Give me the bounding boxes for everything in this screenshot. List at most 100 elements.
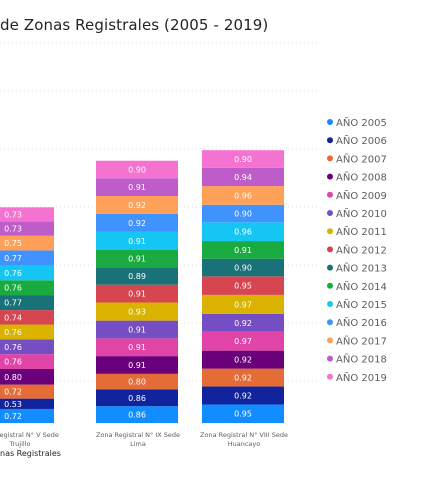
legend-marker: [327, 137, 333, 144]
bar-segment[interactable]: [202, 276, 284, 295]
bar-segment[interactable]: [202, 150, 284, 168]
data-label: 0.90: [128, 166, 146, 175]
data-label: 0.86: [128, 411, 146, 420]
bar-segment[interactable]: [0, 339, 54, 355]
bar-segment[interactable]: [96, 389, 178, 407]
bar-segment[interactable]: [202, 241, 284, 259]
bar-segment[interactable]: [0, 295, 54, 311]
legend-item[interactable]: AÑO 2006: [336, 134, 387, 147]
data-label: 0.74: [4, 313, 22, 322]
legend-item[interactable]: AÑO 2015: [336, 298, 387, 311]
data-label: 0.72: [4, 388, 22, 397]
legend-item[interactable]: AÑO 2008: [336, 171, 387, 184]
bar-segment[interactable]: [0, 324, 54, 340]
bar-segment[interactable]: [202, 167, 284, 187]
category-label: ona Registral N° V Sede: [0, 431, 59, 439]
x-axis-title: nas Registrales: [0, 449, 61, 458]
legend-item[interactable]: AÑO 2014: [336, 280, 387, 293]
legend-item[interactable]: AÑO 2013: [336, 262, 387, 275]
data-label: 0.73: [4, 225, 22, 234]
data-label: 0.76: [4, 328, 22, 337]
legend-marker: [327, 355, 333, 362]
bar-segment[interactable]: [0, 408, 54, 423]
bar-segment[interactable]: [202, 404, 284, 423]
bar-segment[interactable]: [202, 386, 284, 405]
bar-segment[interactable]: [0, 310, 54, 325]
legend-marker: [327, 210, 333, 216]
legend-marker: [327, 264, 333, 271]
legend-marker: [327, 155, 333, 162]
bar-segment[interactable]: [202, 222, 284, 242]
legend-item[interactable]: AÑO 2007: [336, 152, 387, 165]
bar-segment[interactable]: [96, 284, 178, 303]
bar-segment[interactable]: [96, 406, 178, 423]
data-label: 0.92: [234, 392, 252, 401]
data-label: 0.91: [128, 343, 146, 352]
data-label: 0.76: [4, 343, 22, 352]
legend-item[interactable]: AÑO 2005: [336, 116, 387, 129]
bar-segment[interactable]: [202, 313, 284, 332]
bar-segment[interactable]: [202, 368, 284, 387]
bar-segment[interactable]: [96, 178, 178, 197]
data-label: 0.72: [4, 412, 22, 421]
bar-segment[interactable]: [96, 320, 178, 339]
bar-segment[interactable]: [96, 213, 178, 232]
bar-segment[interactable]: [96, 249, 178, 268]
data-label: 0.80: [128, 378, 146, 387]
data-label: 0.86: [128, 394, 146, 403]
data-label: 0.91: [128, 325, 146, 334]
bar-segment[interactable]: [0, 368, 54, 385]
legend-item[interactable]: AÑO 2018: [336, 353, 387, 366]
bar-segment[interactable]: [0, 265, 54, 281]
data-label: 0.91: [128, 361, 146, 370]
bar-segment[interactable]: [202, 350, 284, 369]
data-label: 0.76: [4, 284, 22, 293]
legend-marker: [327, 373, 333, 380]
legend-item[interactable]: AÑO 2016: [336, 316, 387, 329]
bar-segment[interactable]: [0, 354, 54, 369]
bar-segment[interactable]: [202, 294, 284, 314]
legend-item[interactable]: AÑO 2019: [336, 371, 387, 384]
category-label: Huancayo: [228, 440, 261, 448]
data-label: 0.89: [128, 272, 146, 281]
category-label: Zona Registral N° VIII Sede: [200, 431, 288, 439]
bar-segment[interactable]: [96, 302, 178, 321]
legend-item[interactable]: AÑO 2009: [336, 189, 387, 202]
data-label: 0.97: [234, 300, 252, 309]
bar-segment[interactable]: [0, 250, 54, 266]
bar-segment[interactable]: [0, 235, 54, 251]
legend-marker: [327, 282, 333, 289]
data-label: 0.92: [234, 319, 252, 328]
bar-segment[interactable]: [96, 196, 178, 214]
legend-item[interactable]: AÑO 2017: [336, 334, 387, 347]
legend-item[interactable]: AÑO 2011: [336, 225, 387, 238]
legend-item[interactable]: AÑO 2010: [336, 207, 387, 220]
bar-segment[interactable]: [202, 258, 284, 277]
bar-segment[interactable]: [96, 160, 178, 179]
bar-segment[interactable]: [96, 231, 178, 250]
data-label: 0.77: [4, 254, 22, 263]
bar-segment[interactable]: [202, 204, 284, 223]
bar-segment[interactable]: [96, 373, 178, 390]
bar-segment[interactable]: [0, 221, 54, 236]
bar-segment[interactable]: [96, 356, 178, 374]
bar-segment[interactable]: [0, 280, 54, 296]
bar-segment[interactable]: [202, 186, 284, 205]
legend-marker: [327, 173, 333, 180]
data-label: 0.91: [128, 290, 146, 299]
bar-segment[interactable]: [96, 338, 178, 357]
legend-item[interactable]: AÑO 2012: [336, 243, 387, 256]
bar-segment[interactable]: [0, 207, 54, 222]
data-label: 0.90: [234, 264, 252, 273]
bar-segment[interactable]: [96, 267, 178, 285]
legend-marker: [327, 319, 333, 326]
data-label: 0.92: [128, 201, 146, 210]
bar-segment[interactable]: [0, 384, 54, 399]
category-label: Lima: [130, 440, 146, 448]
data-label: 0.90: [234, 210, 252, 219]
bar-segment[interactable]: [202, 331, 284, 351]
bar-segment[interactable]: [0, 398, 54, 409]
data-label: 0.77: [4, 299, 22, 308]
data-label: 0.97: [234, 337, 252, 346]
